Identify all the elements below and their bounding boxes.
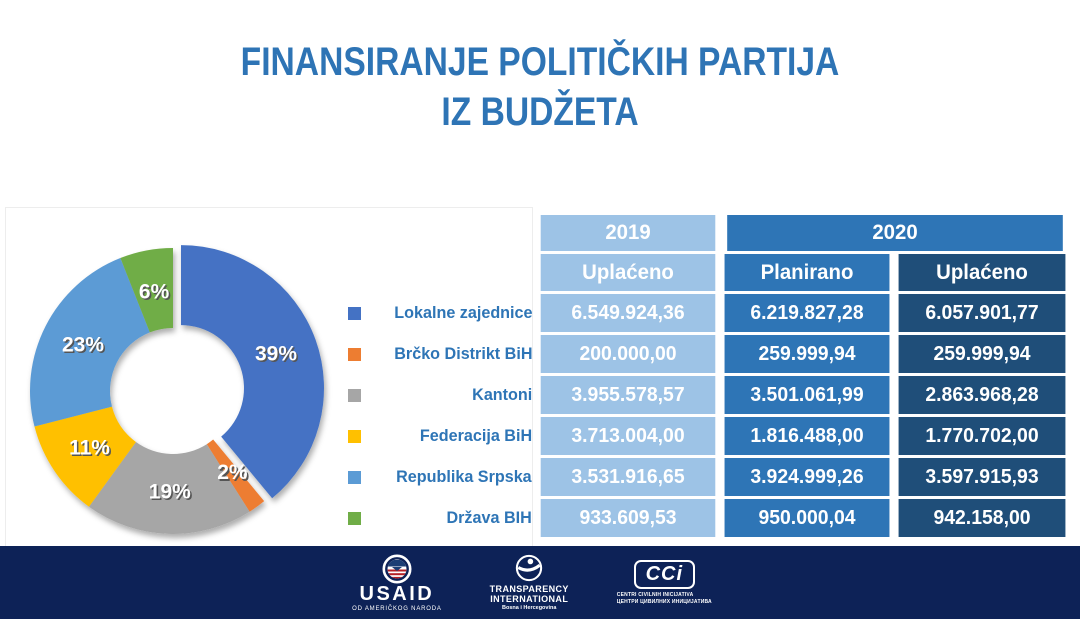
legend-label: Država BIH — [446, 508, 532, 527]
pie-label: 39% — [255, 342, 297, 365]
pie-slice-federacija-bih — [34, 406, 136, 507]
legend-marker-icon — [348, 347, 361, 361]
table-cell: 6.549.924,36 — [540, 294, 716, 332]
pie-slice-lokalne-zajednice — [181, 245, 324, 499]
usaid-name: USAID — [359, 582, 435, 605]
pie-label-shadow: 2% — [219, 463, 250, 486]
budget-table: 2019 2020 Uplaćeno Planirano Uplaćeno 6.… — [538, 215, 1068, 537]
pie-label: 11% — [69, 436, 110, 459]
table-cell: 259.999,94 — [724, 335, 890, 373]
pie-labels: 39%39%2%2%19%19%11%11%23%23%6%6% — [62, 280, 299, 505]
cci-subtitle: CENTRI CIVILNIH INICIJATIVA ЦЕНТРИ ЦИВИЛ… — [617, 592, 712, 606]
usaid-tagline: OD AMERIČKOG NARODA — [352, 605, 442, 612]
table-cell: 259.999,94 — [898, 335, 1066, 373]
col-header-2019: 2019 — [540, 215, 716, 251]
title-line-2: IZ BUDŽETA — [441, 90, 639, 134]
legend-marker-icon — [348, 511, 361, 525]
pie-label-shadow: 19% — [150, 482, 192, 505]
page-title: FINANSIRANJE POLITIČKIH PARTIJA IZ BUDŽE… — [86, 37, 993, 137]
legend-marker-icon — [348, 388, 361, 402]
table-cell: 1.816.488,00 — [724, 417, 890, 455]
pie-slice-republika-srpska — [29, 258, 150, 427]
usaid-seal-icon — [382, 554, 412, 583]
legend-label: Brčko Distrikt BiH — [393, 344, 532, 363]
footer: USAID OD AMERIČKOG NARODA TRANSPARENCY I… — [0, 546, 1080, 619]
cci-subtitle-line2: ЦЕНТРИ ЦИВИЛНИХ ИНИЦИЈАТИВА — [616, 598, 712, 605]
subheader-2020-planirano: Planirano — [724, 254, 890, 291]
subheader-2019-uplaceno: Uplaćeno — [540, 254, 716, 291]
pie-label-shadow: 23% — [64, 335, 106, 358]
legend-label: Republika Srpska — [396, 467, 532, 486]
subheader-2020-uplaceno: Uplaćeno — [898, 254, 1066, 291]
table-cell: 1.770.702,00 — [898, 417, 1066, 455]
pie-label: 23% — [62, 334, 104, 357]
transparency-international-logo: TRANSPARENCY INTERNATIONAL Bosna i Herce… — [490, 554, 569, 612]
ti-name: TRANSPARENCY INTERNATIONAL — [490, 584, 569, 605]
legend-item-republika-srpska: Republika Srpska — [348, 458, 532, 496]
pie-slice-kantoni — [88, 441, 250, 534]
table-cell: 3.924.999,26 — [724, 458, 890, 496]
cci-subtitle-line1: CENTRI CIVILNIH INICIJATIVA — [616, 591, 694, 598]
table-cell: 950.000,04 — [724, 499, 890, 537]
legend-item-federacija-bih: Federacija BiH — [348, 417, 532, 455]
col-header-2020: 2020 — [727, 215, 1063, 251]
legend-label: Federacija BiH — [419, 426, 532, 445]
cci-logo: CCi CENTRI CIVILNIH INICIJATIVA ЦЕНТРИ Ц… — [617, 559, 712, 606]
pie-label: 19% — [149, 481, 191, 504]
donut-chart: 39%39%2%2%19%19%11%11%23%23%6%6% — [29, 245, 324, 534]
ti-name-line1: TRANSPARENCY — [489, 583, 569, 594]
pie-slice-br-ko-distrikt-bih — [206, 439, 265, 512]
legend-marker-icon — [348, 429, 361, 443]
ti-name-line2: INTERNATIONAL — [490, 594, 569, 604]
legend-label: Kantoni — [471, 385, 532, 404]
legend-item-br-ko-distrikt-bih: Brčko Distrikt BiH — [348, 335, 532, 373]
legend-item-kantoni: Kantoni — [348, 376, 532, 414]
table-cell: 3.955.578,57 — [540, 376, 716, 414]
table-cell: 2.863.968,28 — [898, 376, 1066, 414]
ti-country: Bosna i Hercegovina — [502, 605, 557, 612]
legend-marker-icon — [348, 470, 361, 484]
legend-item-dr-ava-bih: Država BIH — [348, 499, 532, 537]
usaid-logo: USAID OD AMERIČKOG NARODA — [352, 554, 442, 612]
legend-item-lokalne-zajednice: Lokalne zajednice — [348, 294, 532, 332]
table-cell: 3.713.004,00 — [540, 417, 716, 455]
pie-slices — [29, 245, 324, 534]
cci-name: CCi — [633, 559, 696, 589]
table-cell: 3.531.916,65 — [540, 458, 716, 496]
title-line-1: FINANSIRANJE POLITIČKIH PARTIJA — [240, 40, 840, 84]
table-cell: 6.057.901,77 — [898, 294, 1066, 332]
pie-legend: Lokalne zajednice Brčko Distrikt BiH Kanto… — [348, 294, 532, 540]
pie-label-shadow: 6% — [141, 282, 172, 305]
pie-label-shadow: 39% — [257, 344, 299, 367]
pie-label: 6% — [139, 280, 170, 303]
pie-label-shadow: 11% — [71, 438, 112, 461]
table-cell: 933.609,53 — [540, 499, 716, 537]
legend-label: Lokalne zajednice — [393, 303, 532, 322]
table-cell: 3.597.915,93 — [898, 458, 1066, 496]
table-cell: 200.000,00 — [540, 335, 716, 373]
table-cell: 942.158,00 — [898, 499, 1066, 537]
pie-label: 2% — [217, 461, 248, 484]
legend-marker-icon — [348, 306, 361, 320]
pie-slice-dr-ava-bih — [120, 248, 173, 333]
ti-globe-icon — [516, 554, 543, 581]
table-cell: 6.219.827,28 — [724, 294, 890, 332]
table-cell: 3.501.061,99 — [724, 376, 890, 414]
